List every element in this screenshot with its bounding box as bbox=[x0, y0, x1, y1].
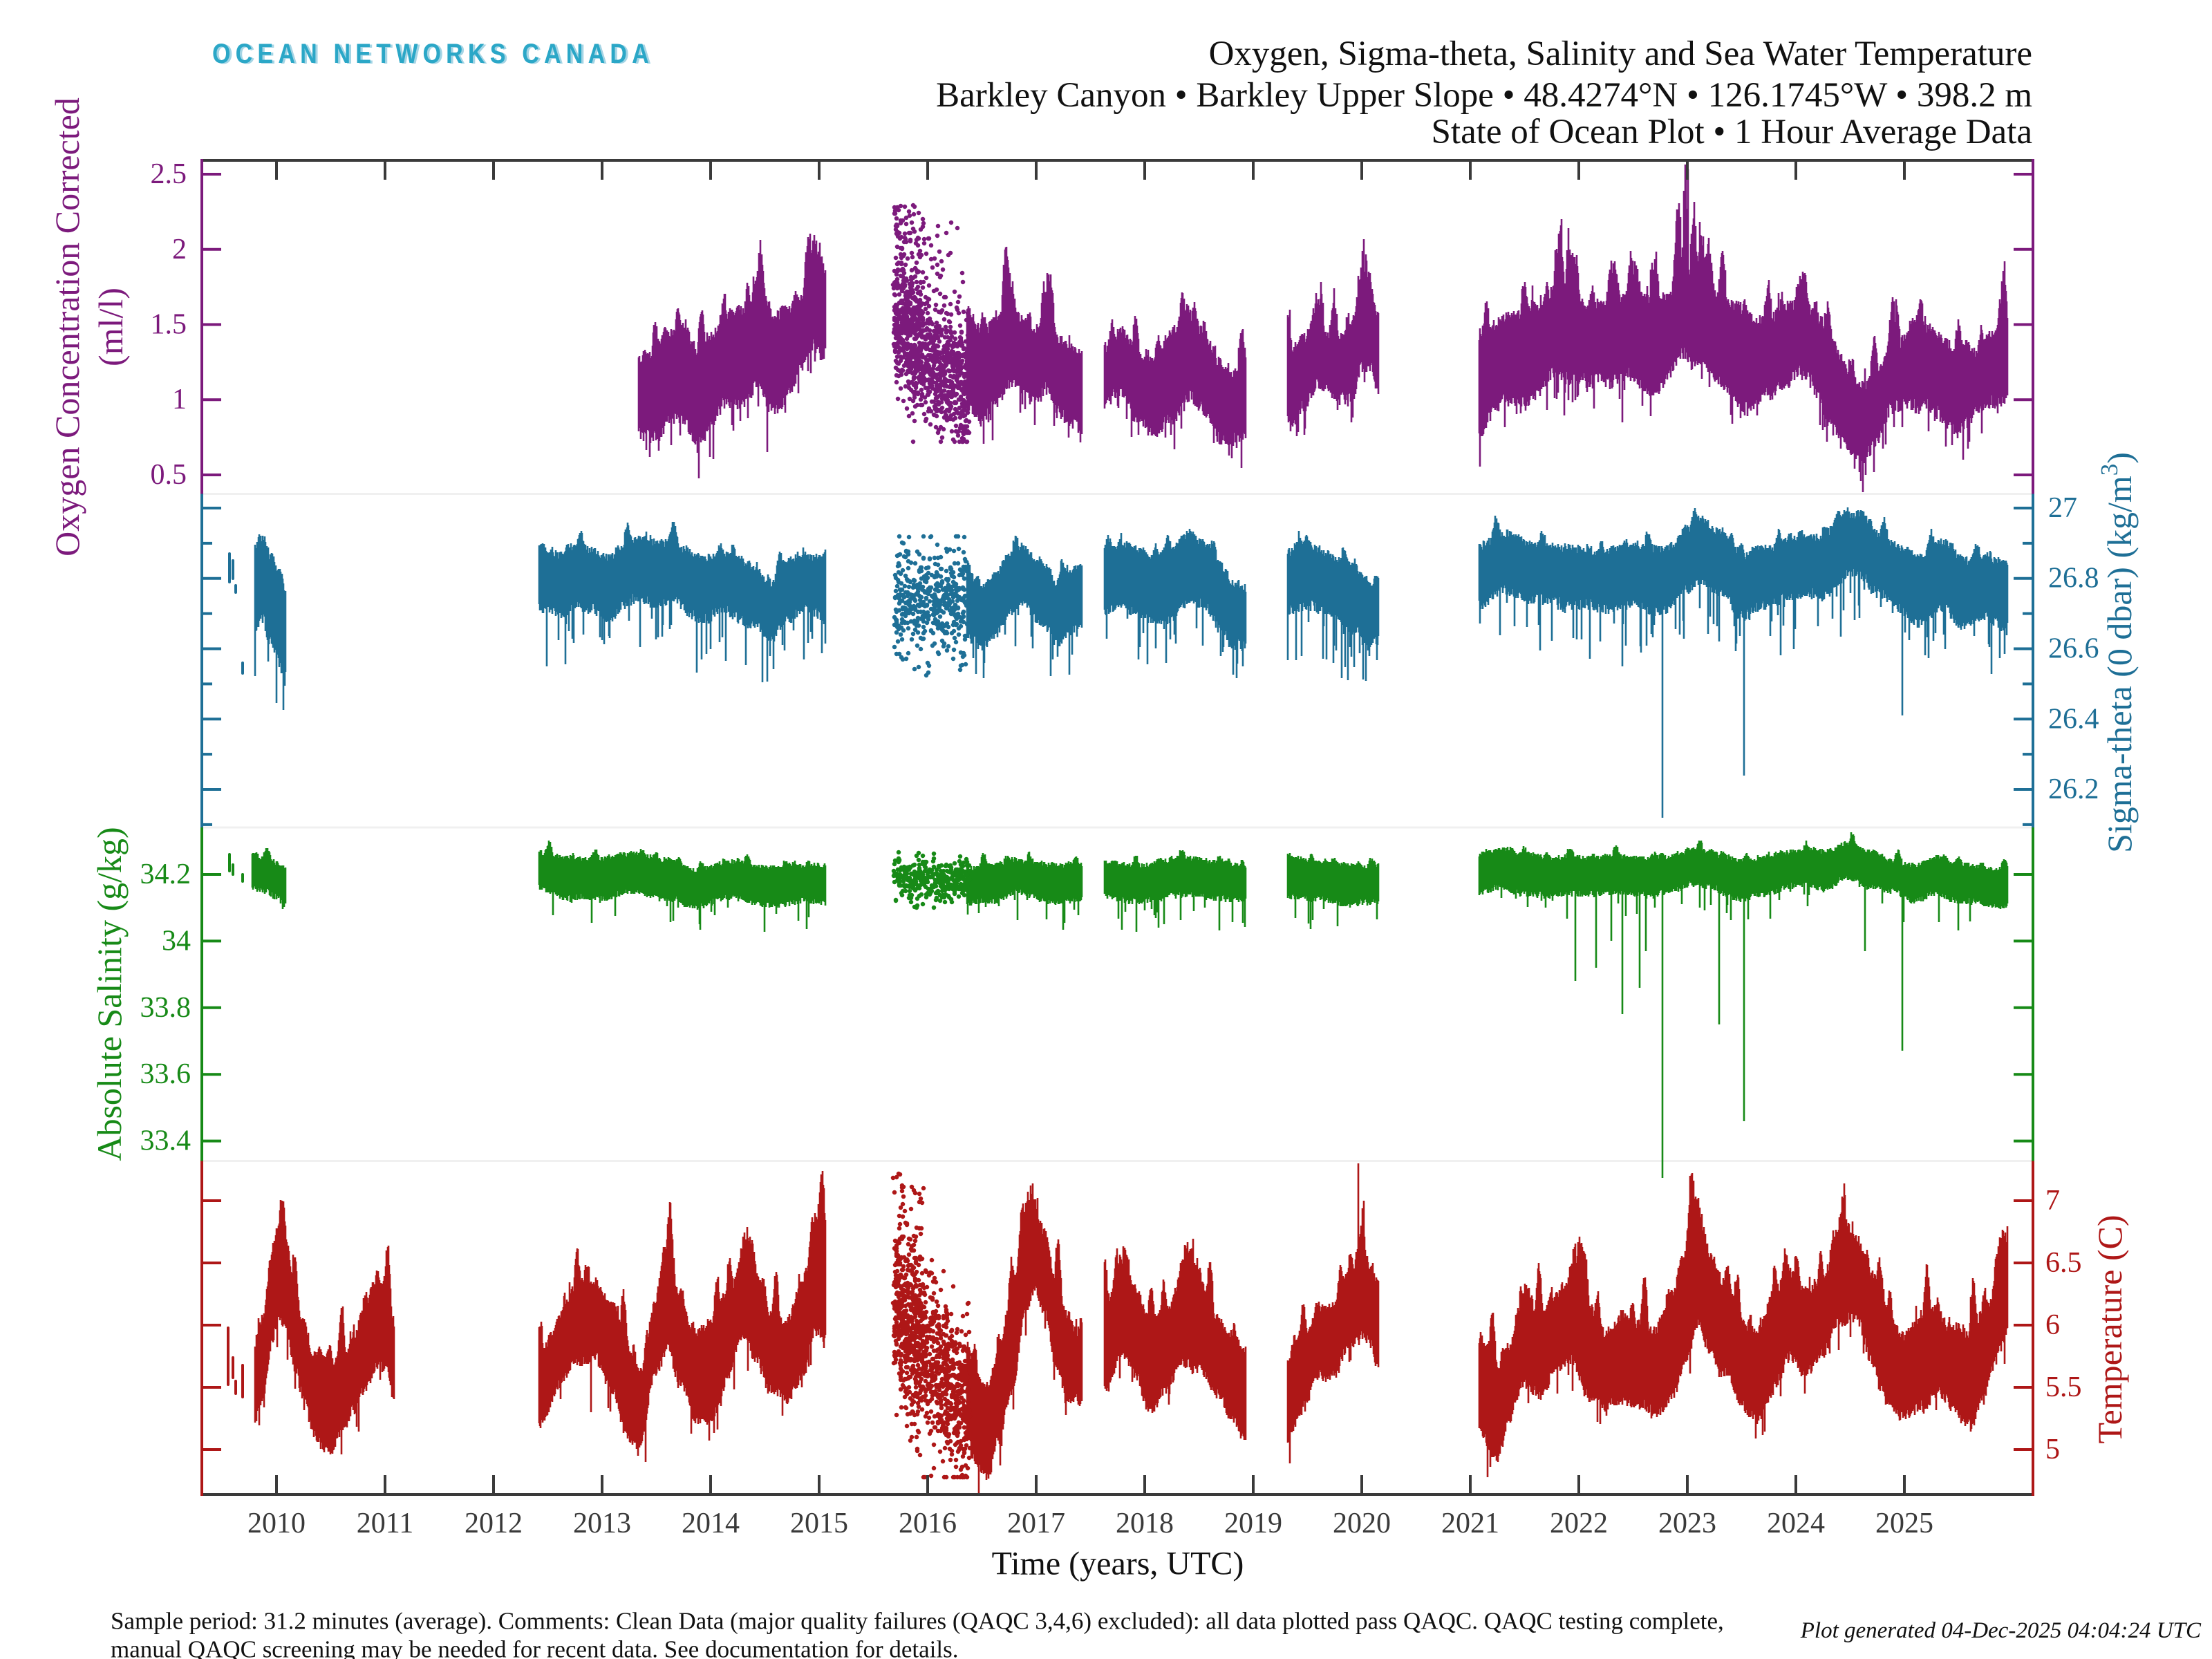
svg-text:State of Ocean Plot • 1 Hour A: State of Ocean Plot • 1 Hour Average Dat… bbox=[1432, 113, 2032, 151]
svg-text:OCEAN NETWORKS CANADA: OCEAN NETWORKS CANADA bbox=[212, 37, 654, 68]
svg-text:2019: 2019 bbox=[1224, 1508, 1282, 1539]
svg-text:26.8: 26.8 bbox=[2048, 563, 2099, 594]
svg-text:34: 34 bbox=[162, 925, 191, 957]
svg-text:(ml/l): (ml/l) bbox=[91, 288, 130, 366]
svg-text:27: 27 bbox=[2048, 492, 2077, 524]
svg-text:2024: 2024 bbox=[1767, 1508, 1825, 1539]
svg-text:34.2: 34.2 bbox=[140, 859, 191, 890]
svg-text:2023: 2023 bbox=[1658, 1508, 1716, 1539]
svg-text:Time (years, UTC): Time (years, UTC) bbox=[992, 1546, 1244, 1582]
svg-text:2.5: 2.5 bbox=[151, 158, 187, 190]
svg-text:1: 1 bbox=[172, 384, 187, 415]
svg-text:2010: 2010 bbox=[247, 1508, 306, 1539]
svg-text:1.5: 1.5 bbox=[151, 309, 187, 341]
svg-text:Sigma-theta (0 dbar) (kg/m3): Sigma-theta (0 dbar) (kg/m3) bbox=[2096, 452, 2139, 853]
svg-text:6.5: 6.5 bbox=[2045, 1247, 2082, 1279]
svg-text:26.4: 26.4 bbox=[2048, 703, 2099, 735]
svg-text:2012: 2012 bbox=[465, 1508, 523, 1539]
svg-text:26.2: 26.2 bbox=[2048, 774, 2099, 805]
svg-text:Plot generated 04-Dec-2025 04:: Plot generated 04-Dec-2025 04:04:24 UTC bbox=[1800, 1618, 2202, 1643]
svg-text:2025: 2025 bbox=[1875, 1508, 1933, 1539]
svg-text:Sample period: 31.2 minutes (a: Sample period: 31.2 minutes (average). C… bbox=[111, 1608, 1724, 1635]
svg-text:7: 7 bbox=[2045, 1185, 2060, 1217]
svg-text:Barkley Canyon • Barkley Upper: Barkley Canyon • Barkley Upper Slope • 4… bbox=[936, 76, 2032, 115]
svg-text:2: 2 bbox=[172, 234, 187, 265]
svg-text:33.4: 33.4 bbox=[140, 1125, 191, 1157]
svg-text:manual QAQC screening may be n: manual QAQC screening may be needed for … bbox=[111, 1636, 959, 1659]
svg-text:Temperature (C): Temperature (C) bbox=[2090, 1215, 2129, 1443]
svg-text:5.5: 5.5 bbox=[2045, 1371, 2082, 1403]
svg-text:Oxygen, Sigma-theta, Salinity: Oxygen, Sigma-theta, Salinity and Sea Wa… bbox=[1209, 35, 2032, 73]
svg-text:2013: 2013 bbox=[573, 1508, 631, 1539]
svg-text:2016: 2016 bbox=[899, 1508, 957, 1539]
svg-text:Absolute Salinity (g/kg): Absolute Salinity (g/kg) bbox=[90, 827, 129, 1161]
svg-text:2021: 2021 bbox=[1441, 1508, 1499, 1539]
svg-text:2015: 2015 bbox=[790, 1508, 848, 1539]
svg-text:2020: 2020 bbox=[1333, 1508, 1391, 1539]
svg-text:33.8: 33.8 bbox=[140, 992, 191, 1024]
svg-text:6: 6 bbox=[2045, 1309, 2060, 1341]
svg-text:0.5: 0.5 bbox=[151, 459, 187, 491]
svg-text:2011: 2011 bbox=[357, 1508, 413, 1539]
svg-text:2022: 2022 bbox=[1550, 1508, 1608, 1539]
svg-text:33.6: 33.6 bbox=[140, 1058, 191, 1090]
svg-text:26.6: 26.6 bbox=[2048, 633, 2099, 665]
svg-text:2017: 2017 bbox=[1007, 1508, 1065, 1539]
svg-text:2018: 2018 bbox=[1116, 1508, 1174, 1539]
svg-text:2014: 2014 bbox=[682, 1508, 740, 1539]
svg-text:5: 5 bbox=[2045, 1434, 2060, 1465]
svg-text:Oxygen Concentration Corrected: Oxygen Concentration Corrected bbox=[48, 97, 86, 556]
